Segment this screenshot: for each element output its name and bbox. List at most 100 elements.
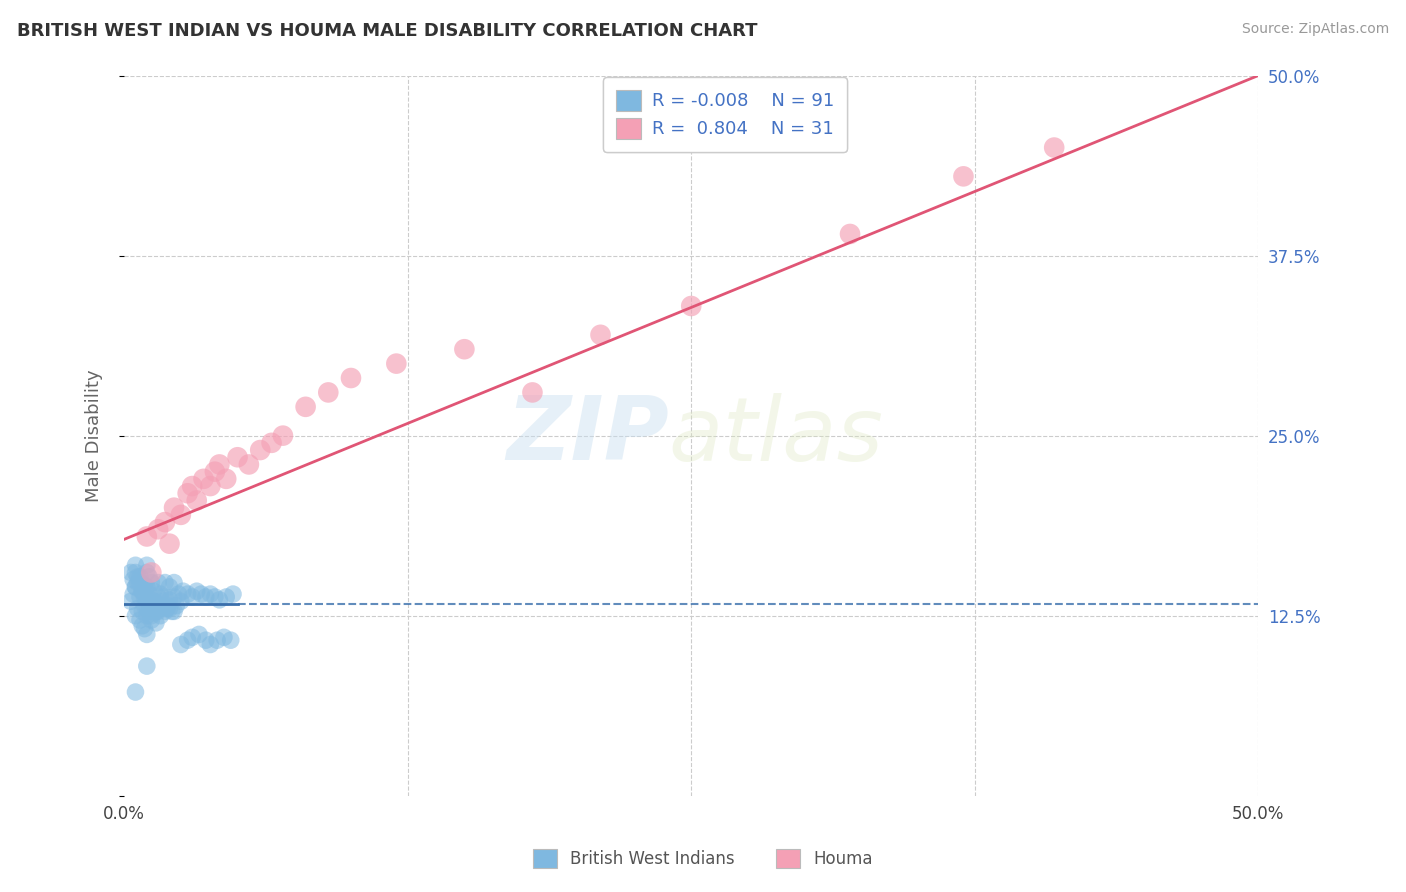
Point xyxy=(160,604,183,618)
Point xyxy=(181,590,204,604)
Point xyxy=(135,558,157,573)
Point xyxy=(156,599,179,613)
Point xyxy=(200,587,222,601)
Legend: R = -0.008    N = 91, R =  0.804    N = 31: R = -0.008 N = 91, R = 0.804 N = 31 xyxy=(603,78,846,152)
Text: BRITISH WEST INDIAN VS HOUMA MALE DISABILITY CORRELATION CHART: BRITISH WEST INDIAN VS HOUMA MALE DISABI… xyxy=(17,22,758,40)
Point xyxy=(205,633,228,648)
Point xyxy=(176,486,198,500)
Point xyxy=(222,587,245,601)
Point xyxy=(200,638,222,652)
Point xyxy=(186,493,208,508)
Point xyxy=(159,592,181,607)
Point xyxy=(134,578,156,592)
Point xyxy=(135,659,157,673)
Point xyxy=(141,592,163,607)
Point xyxy=(181,479,204,493)
Point xyxy=(135,566,157,580)
Point xyxy=(181,630,204,644)
Point xyxy=(204,590,226,604)
Point xyxy=(146,604,169,618)
Point xyxy=(1043,140,1066,154)
Point xyxy=(127,601,149,615)
Point xyxy=(153,604,176,618)
Point xyxy=(124,608,146,623)
Point xyxy=(145,596,167,610)
Point xyxy=(194,633,217,648)
Point xyxy=(135,580,157,594)
Point xyxy=(681,299,703,313)
Point xyxy=(129,575,152,590)
Point xyxy=(153,590,176,604)
Point xyxy=(138,604,160,618)
Point xyxy=(153,515,176,529)
Point xyxy=(156,601,179,615)
Point xyxy=(149,601,172,615)
Point xyxy=(163,500,186,515)
Point xyxy=(163,575,186,590)
Point xyxy=(129,570,152,584)
Point xyxy=(141,566,163,580)
Point xyxy=(176,587,198,601)
Point xyxy=(145,604,167,618)
Point xyxy=(212,630,235,644)
Point xyxy=(131,604,153,618)
Point xyxy=(141,575,163,590)
Point xyxy=(129,613,152,627)
Point xyxy=(127,575,149,590)
Point xyxy=(153,575,176,590)
Point xyxy=(170,594,193,608)
Text: atlas: atlas xyxy=(669,392,883,479)
Point xyxy=(142,584,165,599)
Point xyxy=(120,566,142,580)
Point xyxy=(294,400,316,414)
Point xyxy=(589,327,612,342)
Point xyxy=(142,601,165,615)
Point xyxy=(385,357,408,371)
Point xyxy=(138,587,160,601)
Point xyxy=(131,619,153,633)
Point xyxy=(127,570,149,584)
Point xyxy=(146,575,169,590)
Point xyxy=(134,622,156,636)
Point xyxy=(124,580,146,594)
Point xyxy=(146,599,169,613)
Point xyxy=(219,633,242,648)
Point xyxy=(165,599,187,613)
Point xyxy=(170,638,193,652)
Point xyxy=(249,443,271,458)
Point xyxy=(952,169,974,184)
Point xyxy=(190,587,212,601)
Point xyxy=(238,458,260,472)
Point xyxy=(215,472,238,486)
Legend: British West Indians, Houma: British West Indians, Houma xyxy=(527,842,879,875)
Point xyxy=(124,558,146,573)
Text: ZIP: ZIP xyxy=(506,392,669,479)
Point xyxy=(124,685,146,699)
Point xyxy=(200,479,222,493)
Point xyxy=(453,342,475,356)
Point xyxy=(134,599,156,613)
Point xyxy=(204,465,226,479)
Point xyxy=(159,580,181,594)
Point xyxy=(839,227,862,241)
Point xyxy=(135,627,157,641)
Point xyxy=(215,590,238,604)
Point xyxy=(135,529,157,543)
Point xyxy=(142,601,165,615)
Point xyxy=(124,580,146,594)
Point xyxy=(149,587,172,601)
Point xyxy=(131,584,153,599)
Point xyxy=(186,584,208,599)
Point xyxy=(194,590,217,604)
Point xyxy=(260,435,283,450)
Point xyxy=(152,594,174,608)
Point xyxy=(170,508,193,522)
Point xyxy=(226,450,249,465)
Text: Source: ZipAtlas.com: Source: ZipAtlas.com xyxy=(1241,22,1389,37)
Point xyxy=(146,522,169,536)
Point xyxy=(135,608,157,623)
Point xyxy=(135,599,157,613)
Point xyxy=(163,604,186,618)
Point xyxy=(146,590,169,604)
Point xyxy=(131,584,153,599)
